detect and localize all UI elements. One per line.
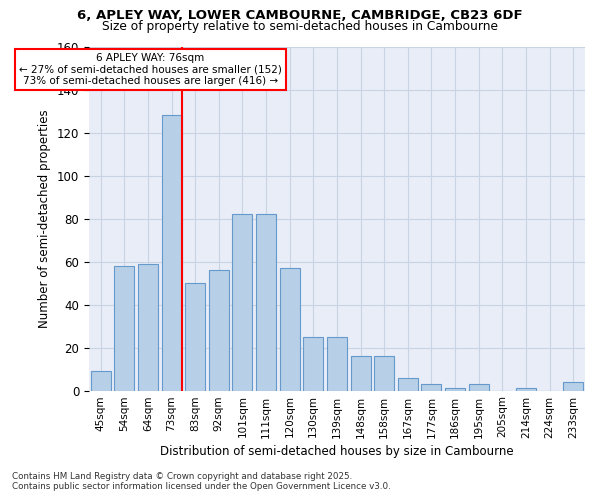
Bar xyxy=(303,337,323,390)
Text: Size of property relative to semi-detached houses in Cambourne: Size of property relative to semi-detach… xyxy=(102,20,498,33)
Bar xyxy=(138,264,158,390)
Bar xyxy=(398,378,418,390)
X-axis label: Distribution of semi-detached houses by size in Cambourne: Distribution of semi-detached houses by … xyxy=(160,444,514,458)
Bar xyxy=(469,384,489,390)
Bar xyxy=(350,356,371,390)
Bar xyxy=(114,266,134,390)
Bar xyxy=(516,388,536,390)
Bar xyxy=(280,268,300,390)
Text: 6, APLEY WAY, LOWER CAMBOURNE, CAMBRIDGE, CB23 6DF: 6, APLEY WAY, LOWER CAMBOURNE, CAMBRIDGE… xyxy=(77,9,523,22)
Bar xyxy=(445,388,465,390)
Bar xyxy=(91,371,111,390)
Text: Contains HM Land Registry data © Crown copyright and database right 2025.
Contai: Contains HM Land Registry data © Crown c… xyxy=(12,472,391,491)
Bar xyxy=(374,356,394,390)
Bar xyxy=(421,384,442,390)
Bar xyxy=(185,283,205,391)
Bar xyxy=(161,116,182,390)
Bar xyxy=(563,382,583,390)
Bar xyxy=(327,337,347,390)
Bar xyxy=(209,270,229,390)
Bar xyxy=(232,214,253,390)
Text: 6 APLEY WAY: 76sqm
← 27% of semi-detached houses are smaller (152)
73% of semi-d: 6 APLEY WAY: 76sqm ← 27% of semi-detache… xyxy=(19,53,282,86)
Y-axis label: Number of semi-detached properties: Number of semi-detached properties xyxy=(38,109,51,328)
Bar xyxy=(256,214,276,390)
